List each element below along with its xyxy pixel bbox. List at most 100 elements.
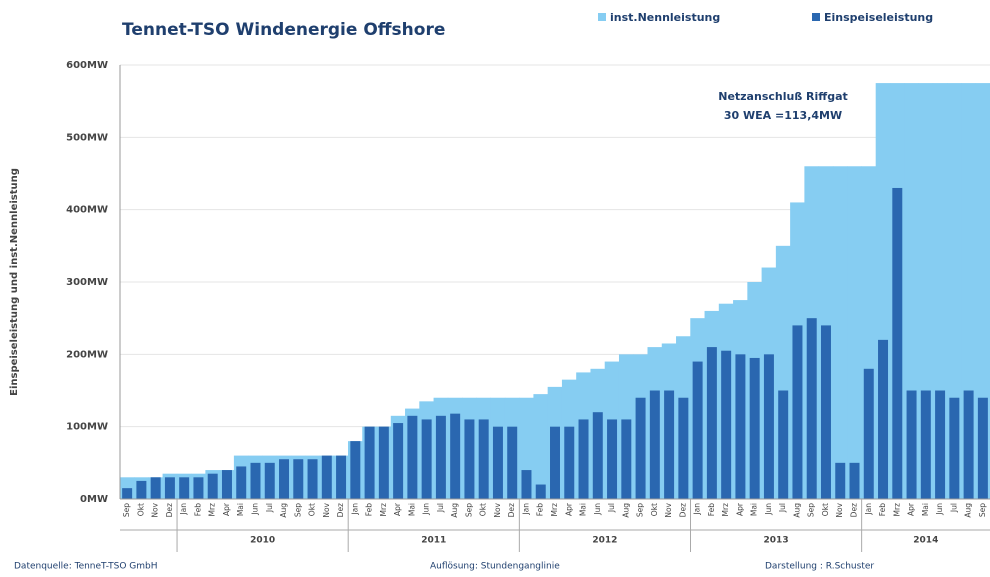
year-label: 2014 <box>913 536 938 546</box>
feed-in-bar <box>892 187 903 499</box>
y-tick-label: 500MW <box>66 132 108 143</box>
y-tick-label: 600MW <box>66 60 108 71</box>
annotation: Netzanschluß Riffgat <box>718 90 848 103</box>
x-tick-label: Sep <box>807 503 816 517</box>
y-tick-label: 0MW <box>80 494 108 505</box>
legend-swatch <box>812 13 820 21</box>
feed-in-bar <box>492 426 503 499</box>
x-tick-label: Mai <box>236 503 245 516</box>
legend-label: inst.Nennleistung <box>610 11 720 24</box>
feed-in-bar <box>279 459 290 499</box>
feed-in-bar <box>250 462 261 499</box>
feed-in-bar <box>393 423 404 499</box>
x-tick-label: Feb <box>365 503 374 517</box>
feed-in-bar <box>635 397 646 499</box>
x-tick-label: Okt <box>821 503 830 516</box>
feed-in-bar <box>221 470 232 499</box>
x-tick-label: Dez <box>678 503 687 517</box>
feed-in-bar <box>435 415 446 499</box>
x-tick-label: Dez <box>336 503 345 517</box>
legend-swatch <box>598 13 606 21</box>
x-tick-label: Okt <box>479 503 488 516</box>
x-tick-label: Sep <box>122 503 131 517</box>
feed-in-bar <box>763 354 774 499</box>
feed-in-bar <box>906 390 917 499</box>
x-tick-label: Jul <box>778 503 787 513</box>
x-tick-label: Aug <box>964 503 973 518</box>
feed-in-bar <box>207 473 218 499</box>
x-tick-label: Aug <box>279 503 288 518</box>
feed-in-bar <box>706 347 717 499</box>
footer: Darstellung : R.Schuster <box>765 562 874 572</box>
feed-in-bar <box>164 477 175 499</box>
x-tick-label: Apr <box>735 502 744 516</box>
feed-in-bar <box>863 368 874 499</box>
x-tick-label: Feb <box>878 503 887 517</box>
x-tick-label: Okt <box>308 503 317 516</box>
feed-in-bar <box>464 419 475 499</box>
x-tick-label: Aug <box>792 503 801 518</box>
capacity-bar <box>975 83 990 499</box>
x-tick-label: Jul <box>949 503 958 513</box>
x-tick-label: Apr <box>907 502 916 516</box>
feed-in-bar <box>977 397 988 499</box>
x-tick-label: Nov <box>322 502 331 517</box>
x-tick-label: Mai <box>750 503 759 516</box>
feed-in-bar <box>735 354 746 499</box>
feed-in-bar <box>849 462 860 499</box>
x-tick-label: Mai <box>407 503 416 516</box>
x-tick-label: Jul <box>436 503 445 513</box>
y-axis-label: Einspeiseleistung und inst.Nennleistung <box>9 168 20 396</box>
x-tick-label: Jan <box>521 503 530 516</box>
year-label: 2011 <box>421 536 446 546</box>
feed-in-bar <box>749 357 760 499</box>
x-tick-label: Dez <box>165 503 174 517</box>
year-label: 2012 <box>592 536 617 546</box>
feed-in-bar <box>692 361 703 499</box>
feed-in-bar <box>193 477 204 499</box>
feed-in-bar <box>778 390 789 499</box>
feed-in-bar <box>592 412 603 499</box>
x-tick-label: Jun <box>593 503 602 516</box>
feed-in-bar <box>478 419 489 499</box>
feed-in-bar <box>878 339 889 499</box>
x-tick-label: Feb <box>707 503 716 517</box>
x-tick-label: Jun <box>764 503 773 516</box>
feed-in-bar <box>521 470 532 499</box>
x-tick-label: Jan <box>864 503 873 516</box>
capacity-bar <box>533 394 549 499</box>
x-tick-label: Okt <box>136 503 145 516</box>
annotation: 30 WEA =113,4MW <box>724 109 842 122</box>
x-tick-label: Nov <box>151 502 160 517</box>
x-tick-label: Nov <box>664 502 673 517</box>
feed-in-bar <box>621 419 632 499</box>
feed-in-bar <box>122 488 133 499</box>
feed-in-bar <box>264 462 275 499</box>
feed-in-bar <box>293 459 304 499</box>
x-tick-label: Sep <box>978 503 987 517</box>
y-tick-label: 200MW <box>66 349 108 360</box>
feed-in-bar <box>550 426 560 499</box>
x-tick-label: Sep <box>293 503 302 517</box>
x-tick-label: Jun <box>935 503 944 516</box>
x-tick-label: Jan <box>693 503 702 516</box>
feed-in-bar <box>721 350 732 499</box>
x-tick-label: Apr <box>564 502 573 516</box>
feed-in-bar <box>321 455 332 499</box>
x-tick-label: Mai <box>579 503 588 516</box>
feed-in-bar <box>949 397 960 499</box>
capacity-bar <box>947 83 962 499</box>
x-tick-label: Sep <box>636 503 645 517</box>
feed-in-bar <box>664 390 675 499</box>
feed-in-bar <box>507 426 518 499</box>
x-tick-label: Jul <box>607 503 616 513</box>
footer: Auflösung: Stundenganglinie <box>430 562 560 572</box>
feed-in-bar <box>179 477 190 499</box>
y-tick-label: 300MW <box>66 277 108 288</box>
feed-in-bar <box>336 455 347 499</box>
feed-in-bar <box>963 390 974 499</box>
feed-in-bar <box>806 318 817 499</box>
y-tick-label: 100MW <box>66 422 108 433</box>
legend-label: Einspeiseleistung <box>824 11 933 24</box>
